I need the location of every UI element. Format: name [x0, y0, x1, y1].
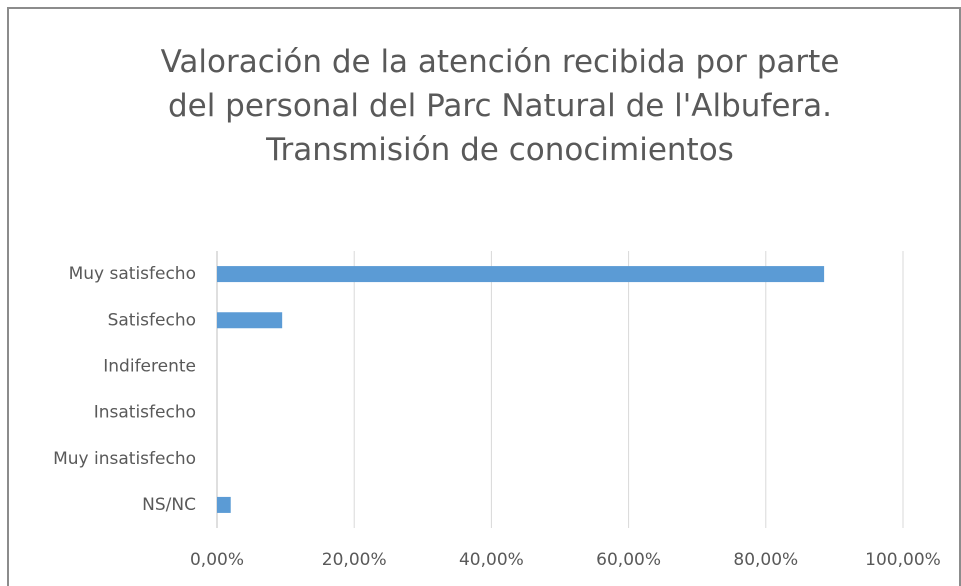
y-tick-label: Muy insatisfecho: [53, 449, 196, 469]
y-tick-label: Insatisfecho: [94, 403, 196, 423]
x-tick-label: 20,00%: [322, 550, 387, 570]
chart-frame: [7, 7, 961, 586]
bar: [217, 312, 283, 329]
y-tick-label: NS/NC: [142, 495, 196, 515]
bar: [217, 266, 825, 283]
chart-title: Valoración de la atención recibida por p…: [160, 44, 840, 168]
x-tick-label: 60,00%: [596, 550, 661, 570]
y-tick-label: Indiferente: [103, 356, 196, 376]
y-tick-label: Satisfecho: [108, 310, 196, 330]
x-tick-label: 0,00%: [190, 550, 244, 570]
bar: [217, 496, 231, 513]
x-tick-label: 80,00%: [733, 550, 798, 570]
y-tick-label: Muy satisfecho: [69, 264, 196, 284]
x-tick-label: 40,00%: [459, 550, 524, 570]
x-tick-label: 100,00%: [865, 550, 941, 570]
